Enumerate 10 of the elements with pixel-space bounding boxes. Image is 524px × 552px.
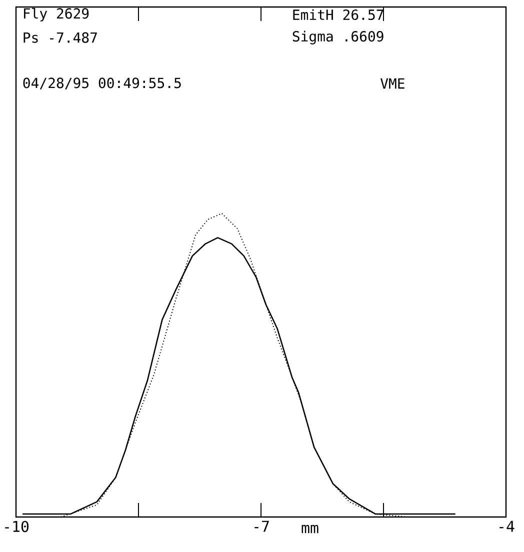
- text: EmitH 26.57: [293, 9, 384, 20]
- x-tick-label: -10: [5, 520, 29, 532]
- x-axis-title: mm: [302, 524, 318, 534]
- text: Ps -7.487: [24, 32, 97, 43]
- text: 04/28/95 00:49:55.5: [23, 78, 181, 90]
- x-tick-label: -7: [254, 520, 269, 532]
- text: VME: [380, 78, 404, 89]
- text: Fly 2629: [24, 8, 89, 22]
- text: Sigma .6609: [292, 30, 384, 44]
- x-tick-label: -4: [500, 520, 514, 532]
